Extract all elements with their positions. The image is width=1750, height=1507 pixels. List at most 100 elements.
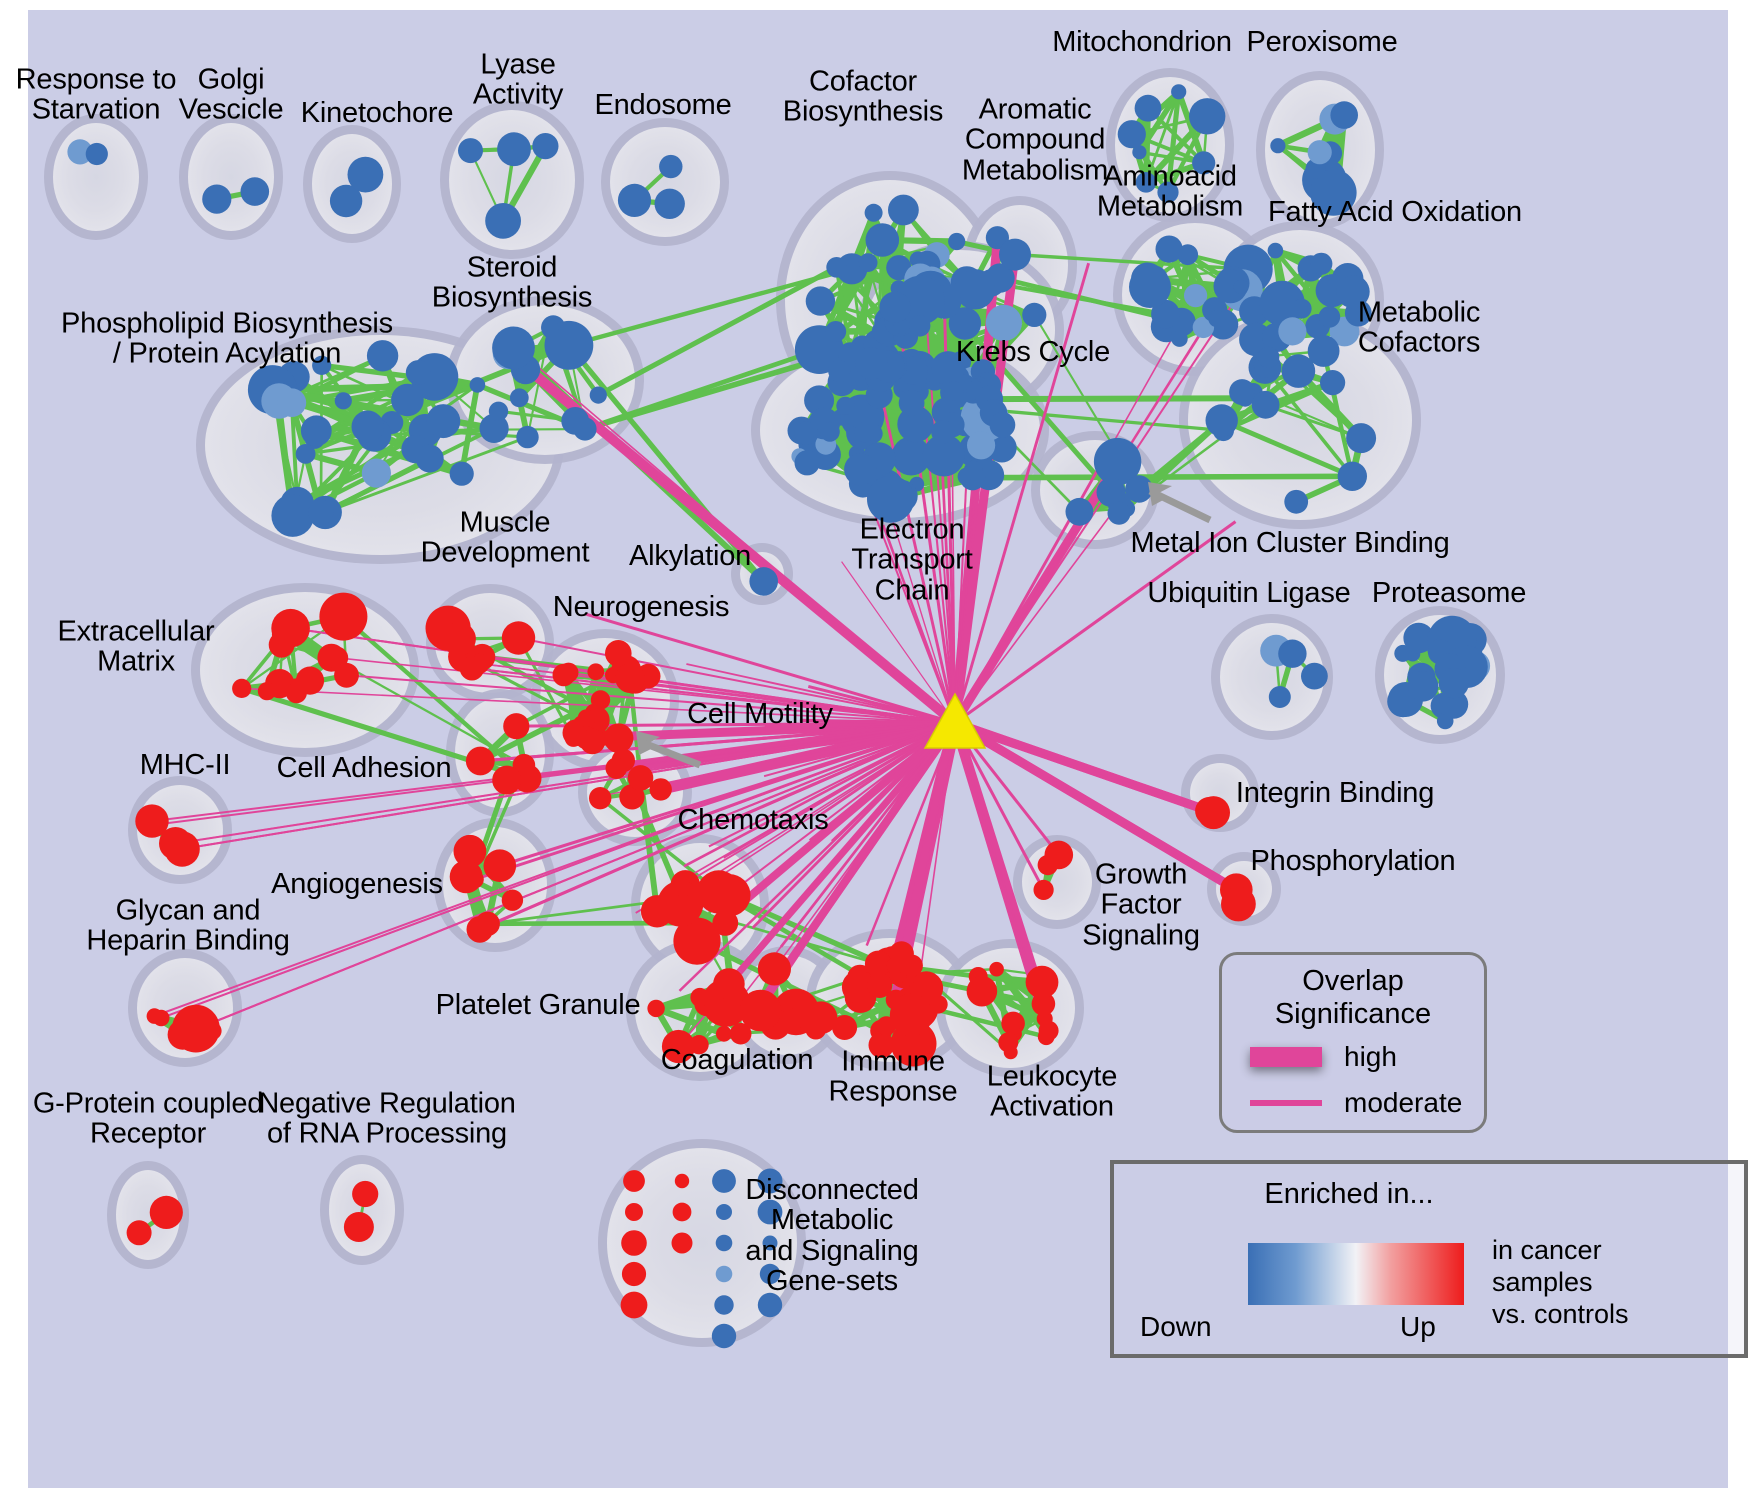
- gene-set-node: [285, 682, 307, 704]
- gene-set-node: [257, 682, 276, 701]
- gene-set-node: [1307, 335, 1340, 367]
- gene-set-node: [864, 950, 892, 977]
- gene-set-node: [868, 1032, 895, 1058]
- gene-set-node: [479, 413, 509, 443]
- significance-edge-moderate: [479, 722, 956, 931]
- gene-set-node: [1025, 965, 1059, 999]
- gene-set-node: [300, 415, 332, 447]
- significance-edge-moderate: [525, 368, 956, 724]
- significance-edge-high: [346, 674, 956, 724]
- overlap-edge: [1166, 246, 1207, 331]
- significance-edge-moderate: [739, 722, 956, 1044]
- gene-set-node: [708, 874, 751, 917]
- gene-set-node: [271, 608, 310, 648]
- gene-set-node: [999, 238, 1031, 271]
- gene-set-node: [867, 972, 893, 999]
- gene-set-node: [1257, 346, 1280, 369]
- gene-set-node: [1301, 662, 1328, 690]
- gene-set-node: [426, 404, 461, 439]
- gene-set-node: [922, 434, 966, 477]
- gene-set-node: [202, 184, 232, 214]
- overlap-legend-title: Overlap Significance: [1222, 965, 1484, 1031]
- gene-set-node: [1407, 671, 1439, 702]
- significance-edge-moderate: [914, 722, 956, 1008]
- gene-set-node: [1038, 1020, 1059, 1041]
- enrichment-colorbar: [1248, 1243, 1464, 1305]
- gene-set-node: [135, 804, 169, 838]
- gene-set-node: [458, 138, 483, 164]
- gene-set-node: [573, 417, 597, 441]
- enrichment-side-line1: in cancer: [1492, 1235, 1602, 1265]
- gene-set-node: [1267, 242, 1284, 259]
- gene-set-node: [1177, 244, 1199, 266]
- significance-edge-moderate: [954, 722, 1046, 1019]
- gene-set-node: [948, 232, 966, 251]
- gene-set-node: [1208, 310, 1226, 328]
- annotation-arrows: [636, 482, 1212, 769]
- gene-set-node: [1278, 317, 1307, 346]
- gene-set-node: [1336, 275, 1370, 309]
- gene-set-node: [985, 226, 1010, 250]
- hub-node[interactable]: [923, 692, 987, 749]
- colorbar-low-label: Down: [1140, 1311, 1212, 1342]
- gene-set-node: [647, 999, 665, 1018]
- gene-set-node: [605, 757, 628, 779]
- gene-set-node: [832, 1015, 858, 1040]
- enrichment-legend-title: Enriched in...: [1264, 1178, 1434, 1210]
- gene-set-node: [459, 656, 485, 681]
- significance-edge-moderate: [751, 722, 956, 929]
- gene-set-node: [319, 592, 368, 641]
- gene-set-node: [1129, 266, 1171, 308]
- gene-set-node: [1192, 151, 1216, 175]
- significance-edge-moderate: [708, 722, 956, 848]
- gene-set-node: [469, 377, 486, 393]
- gene-set-node: [1033, 879, 1054, 901]
- significance-edge-moderate: [764, 721, 956, 728]
- gene-set-node: [516, 425, 539, 449]
- gene-set-node: [1134, 94, 1162, 122]
- gene-set-node: [879, 291, 911, 323]
- significance-edge-moderate: [714, 722, 956, 997]
- gene-set-node: [703, 989, 724, 1010]
- gene-set-node: [1310, 169, 1357, 216]
- gene-set-node: [1213, 269, 1248, 304]
- gene-set-node: [739, 989, 782, 1032]
- gene-set-node: [497, 132, 531, 167]
- significance-edge-moderate: [474, 722, 956, 881]
- cluster-body: [610, 127, 720, 237]
- gene-set-node: [1270, 138, 1286, 154]
- gene-set-node: [603, 723, 634, 753]
- overlap-edge: [1136, 89, 1182, 155]
- significance-edge-moderate: [728, 722, 956, 895]
- gene-set-node: [1132, 145, 1147, 160]
- gene-set-node: [716, 1025, 732, 1042]
- overlap-edge: [458, 382, 481, 477]
- colorbar-high-label: Up: [1400, 1311, 1436, 1342]
- significance-edge-high: [471, 667, 956, 724]
- inter-cluster-overlap-edge: [997, 275, 1184, 325]
- gene-set-node: [623, 1170, 645, 1192]
- gene-set-node: [1093, 437, 1142, 486]
- gene-set-node: [858, 253, 878, 272]
- gene-set-node: [1318, 306, 1341, 328]
- gene-set-node: [659, 154, 683, 179]
- gene-set-node: [805, 286, 836, 316]
- significance-edge-moderate: [773, 722, 956, 970]
- gene-set-node: [589, 787, 612, 810]
- gene-set-node: [828, 360, 851, 383]
- gene-set-node: [898, 390, 925, 416]
- significance-edge-high: [151, 722, 956, 823]
- overlap-edge: [1263, 365, 1355, 479]
- gene-set-node: [1096, 477, 1126, 507]
- gene-set-node: [989, 961, 1004, 977]
- gene-set-node: [716, 1204, 732, 1220]
- gene-set-node: [966, 975, 998, 1007]
- gene-set-node: [240, 177, 270, 206]
- gene-set-node: [512, 753, 536, 777]
- gene-set-node: [466, 916, 494, 943]
- gene-set-node: [672, 1202, 692, 1222]
- gene-set-node: [485, 203, 521, 239]
- gene-set-node: [312, 355, 332, 375]
- gene-set-node: [1065, 497, 1094, 526]
- gene-set-node: [1229, 379, 1256, 406]
